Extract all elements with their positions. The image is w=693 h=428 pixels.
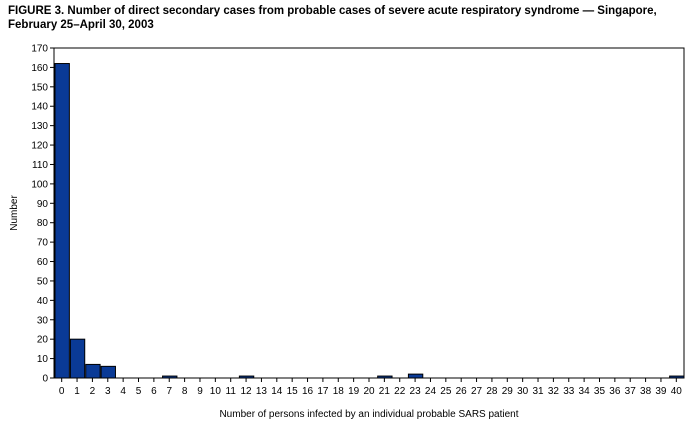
x-tick-label: 8 (182, 386, 188, 397)
x-tick-label: 38 (640, 386, 652, 397)
x-tick-label: 28 (486, 386, 498, 397)
x-tick-label: 3 (105, 386, 111, 397)
x-tick-label: 16 (302, 386, 314, 397)
x-axis-label: Number of persons infected by an individ… (219, 409, 518, 420)
x-tick-label: 9 (197, 386, 203, 397)
bar-3 (100, 365, 116, 379)
y-axis-label: Number (9, 195, 20, 231)
x-tick-label: 29 (502, 386, 514, 397)
x-tick-label: 27 (471, 386, 483, 397)
x-tick-label: 5 (136, 386, 142, 397)
x-tick-label: 30 (517, 386, 529, 397)
x-tick-label: 14 (271, 386, 283, 397)
y-tick-label: 70 (37, 238, 49, 249)
y-tick-label: 80 (37, 218, 49, 229)
x-tick-label: 0 (59, 386, 65, 397)
x-tick-label: 25 (440, 386, 452, 397)
y-tick-label: 30 (37, 315, 49, 326)
x-tick-label: 1 (74, 386, 80, 397)
y-tick-label: 120 (31, 141, 48, 152)
x-tick-label: 11 (226, 386, 237, 397)
bar-0 (54, 63, 70, 379)
y-tick-label: 150 (31, 82, 48, 93)
x-tick-label: 37 (625, 386, 637, 397)
y-tick-label: 60 (37, 257, 49, 268)
y-tick-label: 110 (32, 160, 48, 171)
bar-23 (407, 373, 424, 379)
x-tick-label: 7 (166, 386, 172, 397)
x-tick-label: 17 (317, 386, 329, 397)
x-tick-label: 18 (333, 386, 345, 397)
bar-1 (69, 338, 86, 379)
y-tick-label: 140 (31, 102, 48, 113)
y-tick-label: 20 (37, 335, 49, 346)
x-tick-label: 2 (90, 386, 96, 397)
x-tick-label: 34 (579, 386, 591, 397)
x-tick-label: 26 (456, 386, 468, 397)
y-tick-label: 10 (37, 354, 49, 365)
x-tick-label: 39 (655, 386, 667, 397)
x-tick-label: 22 (394, 386, 406, 397)
y-tick-label: 170 (31, 44, 48, 55)
x-tick-label: 23 (410, 386, 422, 397)
x-tick-label: 10 (210, 386, 222, 397)
x-tick-label: 33 (563, 386, 575, 397)
y-tick-label: 160 (31, 63, 48, 74)
y-tick-label: 100 (31, 179, 48, 190)
y-tick-label: 90 (37, 199, 49, 210)
x-tick-label: 31 (532, 386, 544, 397)
x-tick-label: 4 (120, 386, 126, 397)
bar-2 (85, 363, 101, 379)
x-tick-label: 15 (287, 386, 299, 397)
x-tick-label: 40 (671, 386, 683, 397)
x-tick-label: 35 (594, 386, 606, 397)
chart-title: FIGURE 3. Number of direct secondary cas… (8, 5, 657, 31)
y-tick-label: 0 (42, 374, 48, 385)
x-tick-label: 32 (548, 386, 560, 397)
x-tick-label: 19 (348, 386, 360, 397)
x-tick-label: 21 (379, 386, 391, 397)
x-tick-label: 13 (256, 386, 268, 397)
x-tick-label: 24 (425, 386, 437, 397)
x-tick-label: 36 (609, 386, 621, 397)
x-tick-label: 6 (151, 386, 157, 397)
y-tick-label: 50 (37, 276, 49, 287)
x-tick-label: 20 (363, 386, 375, 397)
x-tick-label: 12 (241, 386, 253, 397)
plot-frame (53, 47, 685, 379)
y-tick-label: 40 (37, 296, 49, 307)
y-tick-label: 130 (31, 121, 48, 132)
